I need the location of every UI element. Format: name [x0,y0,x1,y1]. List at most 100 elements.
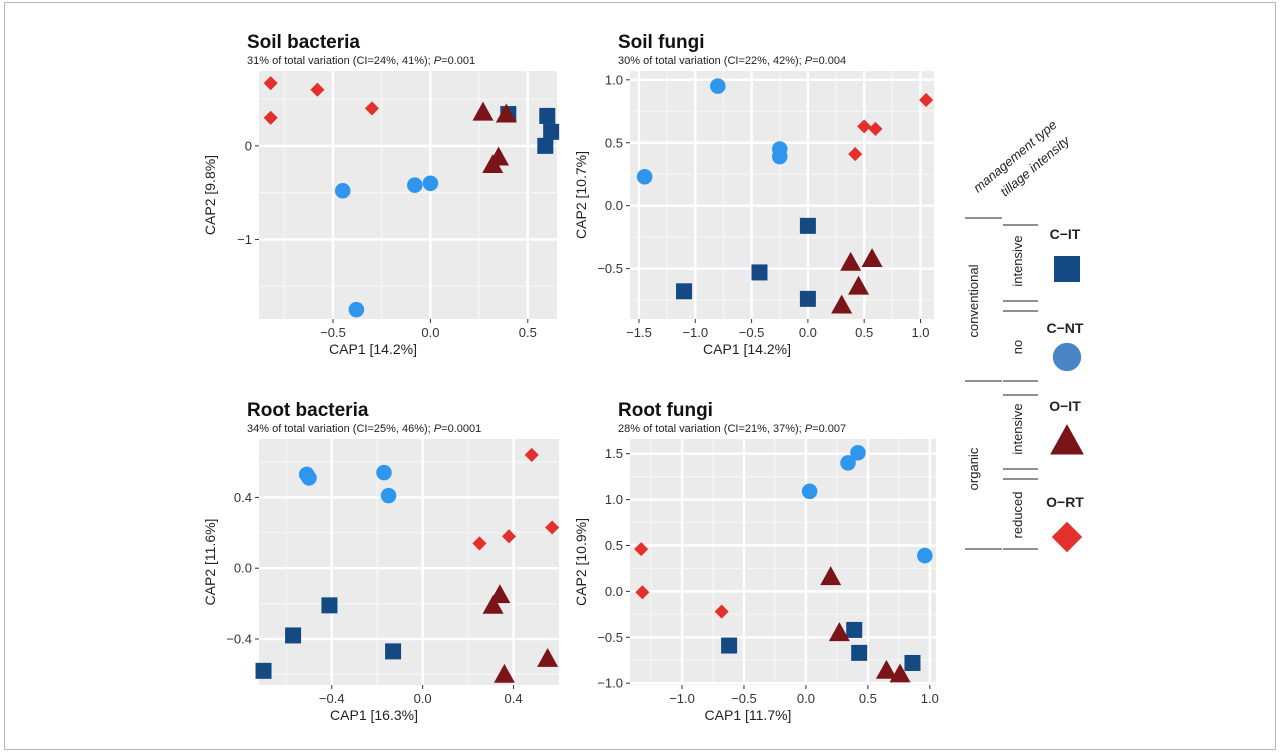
legend: management type tillage intensity conven… [965,117,1084,553]
series-c-nt [298,464,397,504]
panel-root-fungi: −1.0 −0.5 0.0 0.5 1.0 −1.0 −0.5 0.0 0.5 1.0 1.5 Roo… [573,400,939,723]
y-tick-label: −1.0 [597,676,623,691]
subtitle-text: 34% of total variation (CI=25%, 46%); [247,423,434,435]
y-tick-label: −1 [237,232,252,247]
x-axis-label: CAP1 [14.2%] [329,341,417,357]
data-point-c-it-square [255,662,272,679]
y-tick-label: 1.0 [605,72,623,87]
subtitle-text: 30% of total variation (CI=22%, 42%); [618,55,805,67]
x-tick-label: 1.0 [911,325,929,340]
series-o-rt [472,447,560,551]
data-point-c-it-square [676,283,693,300]
data-point-c-nt-circle [422,175,439,192]
series-c-it [721,621,921,671]
y-tick-label: 0.4 [234,490,252,505]
data-point-o-it-triangle [861,248,883,267]
p-label: P [805,423,813,435]
y-tick-label: 0.0 [605,584,623,599]
data-point-c-nt-circle [850,444,866,461]
x-tick-label: 0.0 [797,691,815,706]
data-point-c-it-square [904,654,921,671]
data-point-o-it-triangle [848,275,870,295]
cap-ordination-figure: −0.5 0.0 0.5 −1 0 Soil bacteria 31% of total v… [202,32,1084,723]
y-tick-label: 0 [245,138,252,153]
panel-subtitle: 30% of total variation (CI=22%, 42%); P=… [618,55,846,67]
data-point-o-rt-diamond [919,92,934,107]
y-tick-label: −0.5 [597,630,623,645]
panel-root-bacteria: −0.4 0.0 0.4 −0.4 0.0 0.4 Root bacteria 34% of … [202,400,560,723]
data-point-c-nt-circle [710,78,726,94]
legend-label-o-rt: O−RT [1046,494,1084,510]
data-point-o-rt-diamond [472,536,487,551]
x-tick-label: 0.0 [414,691,432,706]
x-tick-label: 0.5 [859,691,877,706]
series-c-nt [334,175,439,318]
p-label: P [434,423,442,435]
series-o-rt [263,76,379,125]
p-value: =0.007 [812,423,846,435]
x-tick-label: 0.5 [519,325,537,340]
data-point-o-rt-diamond [545,520,560,535]
p-label: P [805,55,813,67]
panel-soil-fungi: −1.5 −1.0 −0.5 0.0 0.5 1.0 −0.5 0.0 0.5 1.0 Soil f… [573,32,934,357]
data-point-c-it-square [543,123,560,140]
p-value: =0.0001 [441,423,481,435]
data-point-o-it-triangle [495,103,517,123]
data-point-o-it-triangle [820,566,842,586]
data-point-c-it-square [321,597,338,614]
data-point-o-it-triangle [493,663,515,683]
y-tick-label: 0.0 [234,561,252,576]
legend-label-o-it: O−IT [1049,398,1081,414]
data-point-c-it-square [799,217,816,234]
data-point-o-it-triangle [482,154,504,173]
legend-tillage-intensive-2: intensive [1010,403,1025,454]
data-point-o-rt-diamond [263,110,278,125]
x-tick-label: 0.4 [505,691,523,706]
legend-label-c-nt: C−NT [1047,320,1084,336]
series-c-it [676,217,816,307]
p-value: =0.001 [441,55,475,67]
data-point-c-nt-circle [840,455,856,471]
data-point-c-it-square [751,264,768,281]
plot-background [630,71,934,319]
x-tick-label: 0.0 [421,325,439,340]
legend-tillage-reduced: reduced [1010,492,1025,539]
x-tick-label: 0.0 [799,325,817,340]
data-point-c-it-square [539,107,556,124]
data-point-o-rt-diamond [263,76,278,91]
data-point-c-it-square [285,627,302,644]
data-point-o-it-triangle [482,594,504,614]
x-tick-label: −1.0 [682,325,708,340]
y-axis-label: CAP2 [9.8%] [202,155,218,235]
panel-subtitle: 28% of total variation (CI=21%, 37%); P=… [618,423,846,435]
data-point-o-rt-diamond [848,147,863,162]
data-point-o-it-triangle [889,663,911,683]
data-point-c-nt-circle [301,470,317,486]
panels: −0.5 0.0 0.5 −1 0 Soil bacteria 31% of total v… [202,32,939,723]
panel-title: Soil fungi [618,32,705,53]
x-tick-label: 0.5 [855,325,873,340]
legend-management-conventional: conventional [966,264,981,337]
legend-symbol-c-nt [1052,342,1082,372]
figure-frame: −0.5 0.0 0.5 −1 0 Soil bacteria 31% of total v… [4,2,1276,750]
data-point-o-rt-diamond [714,604,729,619]
x-axis-label: CAP1 [11.7%] [705,707,792,723]
y-axis-label: CAP2 [11.6%] [202,519,218,606]
data-point-c-it-square [846,621,863,638]
plot-background [630,439,936,685]
data-point-o-it-triangle [831,294,853,314]
data-point-o-rt-diamond [868,121,883,136]
series-c-it [500,106,560,154]
y-tick-label: 1.5 [605,446,623,461]
y-axis-label: CAP2 [10.7%] [573,151,589,239]
data-point-c-nt-circle [771,148,788,165]
x-tick-label: −0.4 [319,691,345,706]
data-point-c-it-square [721,637,738,654]
legend-management-organic: organic [966,447,981,490]
series-c-nt [801,444,933,564]
data-point-c-nt-circle [376,464,392,481]
data-point-c-it-square [537,137,554,154]
series-o-it [472,101,517,173]
data-point-c-nt-circle [801,483,818,500]
data-point-c-it-square [385,643,402,660]
